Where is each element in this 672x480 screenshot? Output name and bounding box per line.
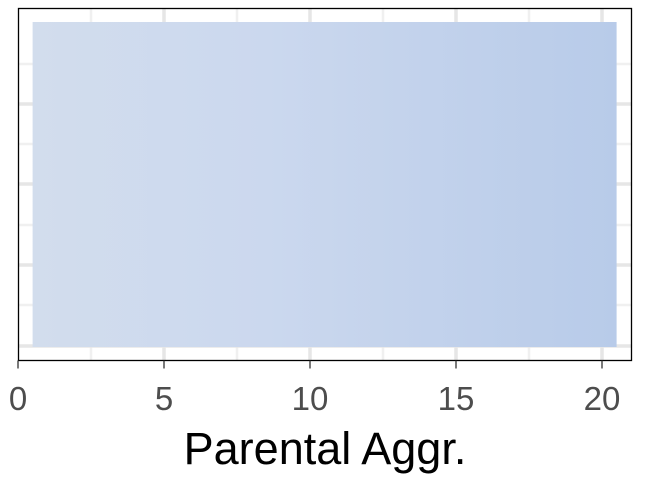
bar (32, 22, 617, 347)
x-tick-label: 5 (155, 380, 173, 417)
bars (32, 22, 617, 347)
x-axis-ticks: 0 5 10 15 20 (9, 360, 621, 417)
x-tick-label: 0 (9, 380, 27, 417)
x-axis-title: Parental Aggr. (184, 423, 467, 474)
x-tick-label: 20 (584, 380, 621, 417)
panel-border (17, 7, 633, 362)
x-tick-label: 15 (438, 380, 475, 417)
x-tick-label: 10 (292, 380, 329, 417)
